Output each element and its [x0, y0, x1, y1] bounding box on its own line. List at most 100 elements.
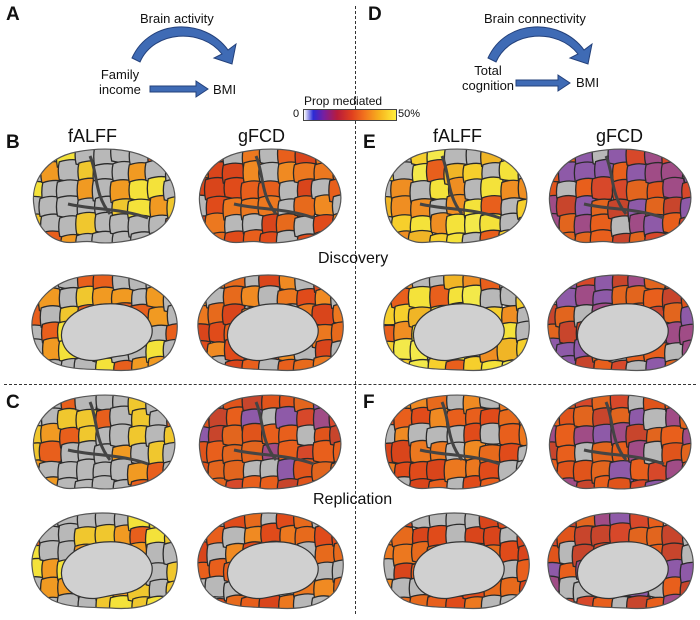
parcel	[74, 395, 98, 413]
parcel	[497, 228, 524, 244]
parcel	[108, 594, 136, 609]
parcel	[329, 460, 341, 485]
parcel	[292, 358, 317, 371]
cortex-parcels	[31, 513, 178, 609]
parcel	[516, 337, 530, 361]
medial-wall	[412, 541, 505, 600]
row-title-replication: Replication	[313, 491, 393, 508]
parcel	[547, 357, 565, 371]
parcel	[547, 275, 566, 294]
brain-replication-left-falff-medial	[31, 512, 178, 610]
parcel	[549, 149, 563, 167]
parcel	[163, 395, 175, 413]
parcel	[501, 359, 526, 371]
parcel	[147, 355, 171, 371]
cortex-outline	[198, 394, 342, 490]
medial-wall	[576, 541, 669, 600]
parcel	[549, 475, 562, 490]
parcel	[515, 476, 527, 490]
cortex-parcels	[385, 149, 527, 244]
sulcus	[583, 401, 665, 466]
parcel	[549, 395, 567, 414]
colorbar-title: Prop mediated	[304, 94, 383, 108]
cortex-parcels	[197, 275, 344, 371]
column-title-right-falff: fALFF	[433, 126, 483, 146]
panel-letter-e: E	[363, 132, 376, 153]
exposure-line1-a: Family	[100, 67, 140, 82]
cortex-outline	[31, 274, 178, 372]
parcel	[428, 232, 452, 244]
parcel	[331, 149, 341, 169]
parcel	[197, 597, 212, 609]
column-title-left-gfcd: gFCD	[238, 126, 286, 146]
parcel	[626, 595, 652, 609]
brain-discovery-left-gfcd-lateral	[198, 148, 342, 244]
parcel	[385, 230, 398, 244]
parcel	[383, 513, 398, 531]
curved-arrow-d	[487, 26, 593, 65]
sulcus	[233, 401, 315, 466]
panel-letter-c: C	[6, 392, 20, 413]
brain-replication-right-falff-medial	[383, 512, 530, 610]
parcel	[162, 178, 175, 203]
parcel	[56, 476, 80, 490]
medial-wall	[226, 303, 319, 362]
sulcus	[233, 155, 315, 220]
parcel	[332, 302, 344, 325]
parcel	[547, 513, 565, 533]
brain-replication-left-gfcd-medial	[197, 512, 344, 610]
parcel	[678, 478, 691, 490]
straight-arrow-a	[149, 80, 209, 98]
curved-arrow-a	[131, 26, 237, 65]
cortex-outline	[384, 148, 528, 244]
parcel	[31, 355, 45, 371]
parcel	[199, 229, 213, 244]
exposure-line2-d: cognition	[462, 78, 515, 93]
medial-wall	[60, 303, 153, 362]
parcel	[314, 149, 339, 167]
parcel	[385, 149, 399, 168]
medial-wall	[576, 303, 669, 362]
parcel	[549, 159, 562, 183]
parcel	[165, 596, 178, 609]
exposure-label-d: Total cognition	[462, 63, 514, 93]
parcel	[38, 440, 64, 464]
parcel	[480, 594, 506, 609]
parcel	[385, 395, 399, 416]
parcel	[163, 475, 175, 490]
parcel	[680, 285, 694, 311]
parcel	[91, 474, 116, 490]
parcel	[197, 275, 214, 291]
parcel	[162, 288, 178, 314]
cortex-outline	[383, 274, 530, 372]
panel-letter-d: D	[368, 4, 382, 25]
cortex-parcels	[33, 395, 175, 490]
parcel	[199, 478, 211, 490]
cortex-parcels	[549, 395, 691, 490]
cortex-outline	[31, 512, 178, 610]
medial-wall	[412, 303, 505, 362]
cortex-outline	[384, 394, 528, 490]
parcel	[241, 474, 266, 490]
brain-discovery-right-gfcd-lateral	[548, 148, 692, 244]
column-title-right-gfcd: gFCD	[596, 126, 644, 146]
parcel	[31, 338, 45, 364]
parcel	[681, 522, 694, 549]
parcel	[625, 359, 650, 371]
colorbar	[303, 109, 397, 121]
brain-discovery-left-falff-lateral	[32, 148, 176, 244]
exposure-line1-d: Total	[474, 63, 502, 78]
parcel	[514, 233, 527, 244]
parcel	[682, 513, 694, 529]
parcel	[148, 230, 175, 244]
parcel	[589, 229, 614, 244]
parcel	[517, 176, 527, 201]
medial-wall	[226, 541, 319, 600]
horizontal-divider	[4, 384, 696, 385]
parcel	[444, 359, 469, 371]
parcel	[162, 232, 175, 244]
column-title-left-falff: fALFF	[68, 126, 118, 146]
exposure-label-a: Family income	[99, 67, 141, 97]
cortex-parcels	[547, 513, 694, 609]
medial-wall	[60, 541, 153, 600]
